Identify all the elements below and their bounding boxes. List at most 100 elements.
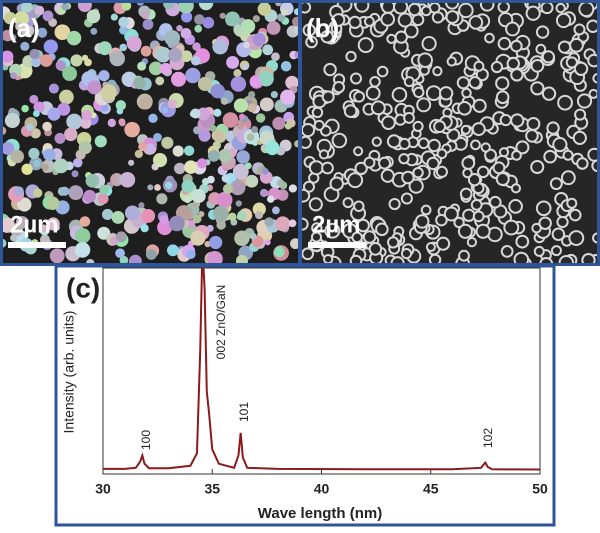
tube bbox=[408, 178, 424, 194]
grain bbox=[216, 191, 233, 208]
grain bbox=[180, 28, 192, 39]
tube bbox=[568, 230, 585, 246]
tube bbox=[347, 172, 364, 189]
grain bbox=[74, 242, 91, 258]
tube bbox=[349, 254, 363, 264]
grain bbox=[210, 83, 226, 99]
scale-bar bbox=[308, 242, 366, 248]
tube bbox=[510, 68, 524, 82]
tube bbox=[480, 142, 491, 153]
tube bbox=[362, 230, 377, 244]
grain bbox=[191, 188, 206, 204]
grain bbox=[280, 60, 292, 72]
grain bbox=[119, 255, 129, 264]
tube bbox=[445, 10, 460, 25]
tube bbox=[569, 37, 584, 53]
tube bbox=[530, 58, 545, 73]
tube bbox=[438, 86, 454, 101]
grain bbox=[201, 177, 210, 186]
grain bbox=[85, 173, 100, 188]
y-axis-label: Intensity (arb. units) bbox=[61, 311, 77, 434]
tube bbox=[462, 208, 476, 222]
grain bbox=[64, 127, 78, 142]
tube bbox=[345, 50, 357, 63]
grain bbox=[21, 2, 33, 14]
tube bbox=[525, 129, 539, 143]
grain bbox=[144, 143, 156, 154]
grain bbox=[267, 195, 275, 203]
grain bbox=[48, 83, 60, 94]
grain bbox=[152, 153, 168, 168]
grain bbox=[22, 55, 35, 68]
grain bbox=[26, 123, 34, 131]
grain bbox=[54, 132, 66, 144]
tube bbox=[470, 139, 481, 151]
tube bbox=[365, 85, 381, 101]
grain bbox=[186, 249, 196, 260]
grain bbox=[87, 80, 102, 95]
tube bbox=[394, 30, 408, 44]
grain bbox=[79, 216, 91, 227]
tube bbox=[431, 11, 445, 24]
grain bbox=[232, 163, 249, 180]
tube bbox=[401, 170, 415, 185]
grain bbox=[55, 60, 67, 71]
tube bbox=[581, 253, 596, 264]
grain bbox=[196, 107, 210, 121]
grain bbox=[42, 10, 54, 22]
grain bbox=[2, 50, 14, 63]
tube bbox=[535, 43, 547, 55]
scale-bar bbox=[8, 242, 66, 248]
tube bbox=[500, 245, 514, 258]
tube bbox=[515, 140, 530, 155]
grain bbox=[270, 91, 278, 99]
grain bbox=[107, 118, 117, 128]
tube bbox=[425, 85, 442, 102]
grain bbox=[294, 140, 299, 148]
grain bbox=[20, 41, 30, 51]
tube bbox=[468, 15, 484, 30]
grain bbox=[128, 254, 142, 264]
grain bbox=[145, 248, 157, 260]
grain bbox=[166, 244, 179, 257]
grain bbox=[243, 41, 251, 49]
tube bbox=[417, 137, 430, 150]
tube bbox=[349, 72, 362, 85]
tube bbox=[420, 204, 432, 216]
tube bbox=[560, 170, 576, 186]
tube bbox=[357, 37, 374, 54]
grain bbox=[126, 35, 142, 51]
grain bbox=[78, 140, 92, 155]
grain bbox=[264, 239, 271, 246]
tube bbox=[318, 149, 330, 160]
tube bbox=[587, 53, 598, 68]
tube bbox=[302, 247, 315, 261]
tube bbox=[541, 86, 557, 101]
tube bbox=[302, 122, 316, 138]
tube bbox=[490, 60, 504, 74]
grain bbox=[233, 98, 249, 113]
tube bbox=[376, 65, 389, 78]
tube bbox=[426, 156, 440, 171]
grain bbox=[185, 67, 201, 84]
tube bbox=[417, 52, 433, 68]
scale-bar-label: 2µm bbox=[10, 211, 59, 238]
tube bbox=[513, 251, 530, 264]
tube bbox=[302, 23, 316, 37]
grain bbox=[284, 122, 292, 130]
grain bbox=[137, 61, 147, 71]
tube bbox=[538, 216, 552, 230]
grain bbox=[194, 14, 205, 25]
grain bbox=[242, 64, 249, 71]
grain bbox=[39, 224, 48, 233]
tube bbox=[343, 104, 358, 118]
tube bbox=[353, 146, 364, 157]
grain bbox=[2, 217, 15, 233]
grain bbox=[2, 141, 15, 155]
tube bbox=[356, 218, 370, 233]
grain bbox=[198, 2, 214, 11]
tube bbox=[313, 119, 325, 131]
grain bbox=[255, 113, 266, 123]
grain bbox=[248, 91, 256, 99]
grain bbox=[119, 43, 127, 52]
